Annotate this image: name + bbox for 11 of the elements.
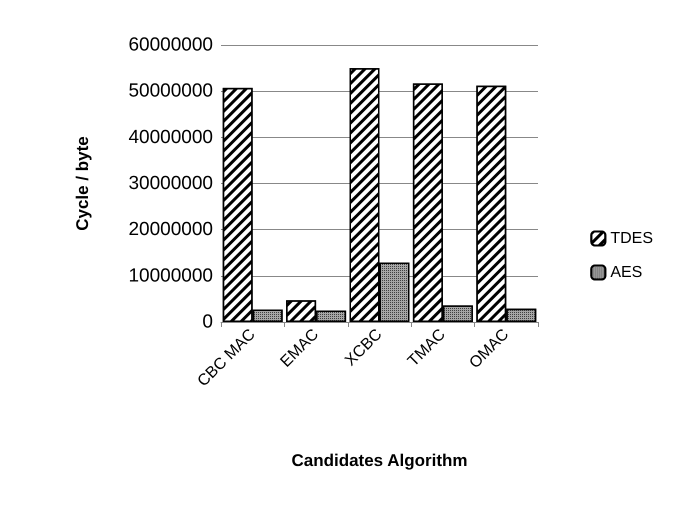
x-axis-title: Candidates Algorithm [292, 451, 468, 470]
y-tick-label: 60000000 [128, 34, 213, 56]
legend-label: AES [610, 264, 642, 281]
y-tick-label: 30000000 [128, 173, 213, 194]
y-tick-label: 50000000 [128, 80, 213, 102]
legend-label: TDES [610, 230, 653, 247]
y-axis-title: Cycle / byte [73, 136, 92, 231]
y-tick-label: 10000000 [128, 265, 213, 286]
y-tick-label: 20000000 [128, 219, 213, 240]
y-tick-label: 0 [202, 312, 213, 332]
y-tick-label: 40000000 [128, 126, 213, 148]
